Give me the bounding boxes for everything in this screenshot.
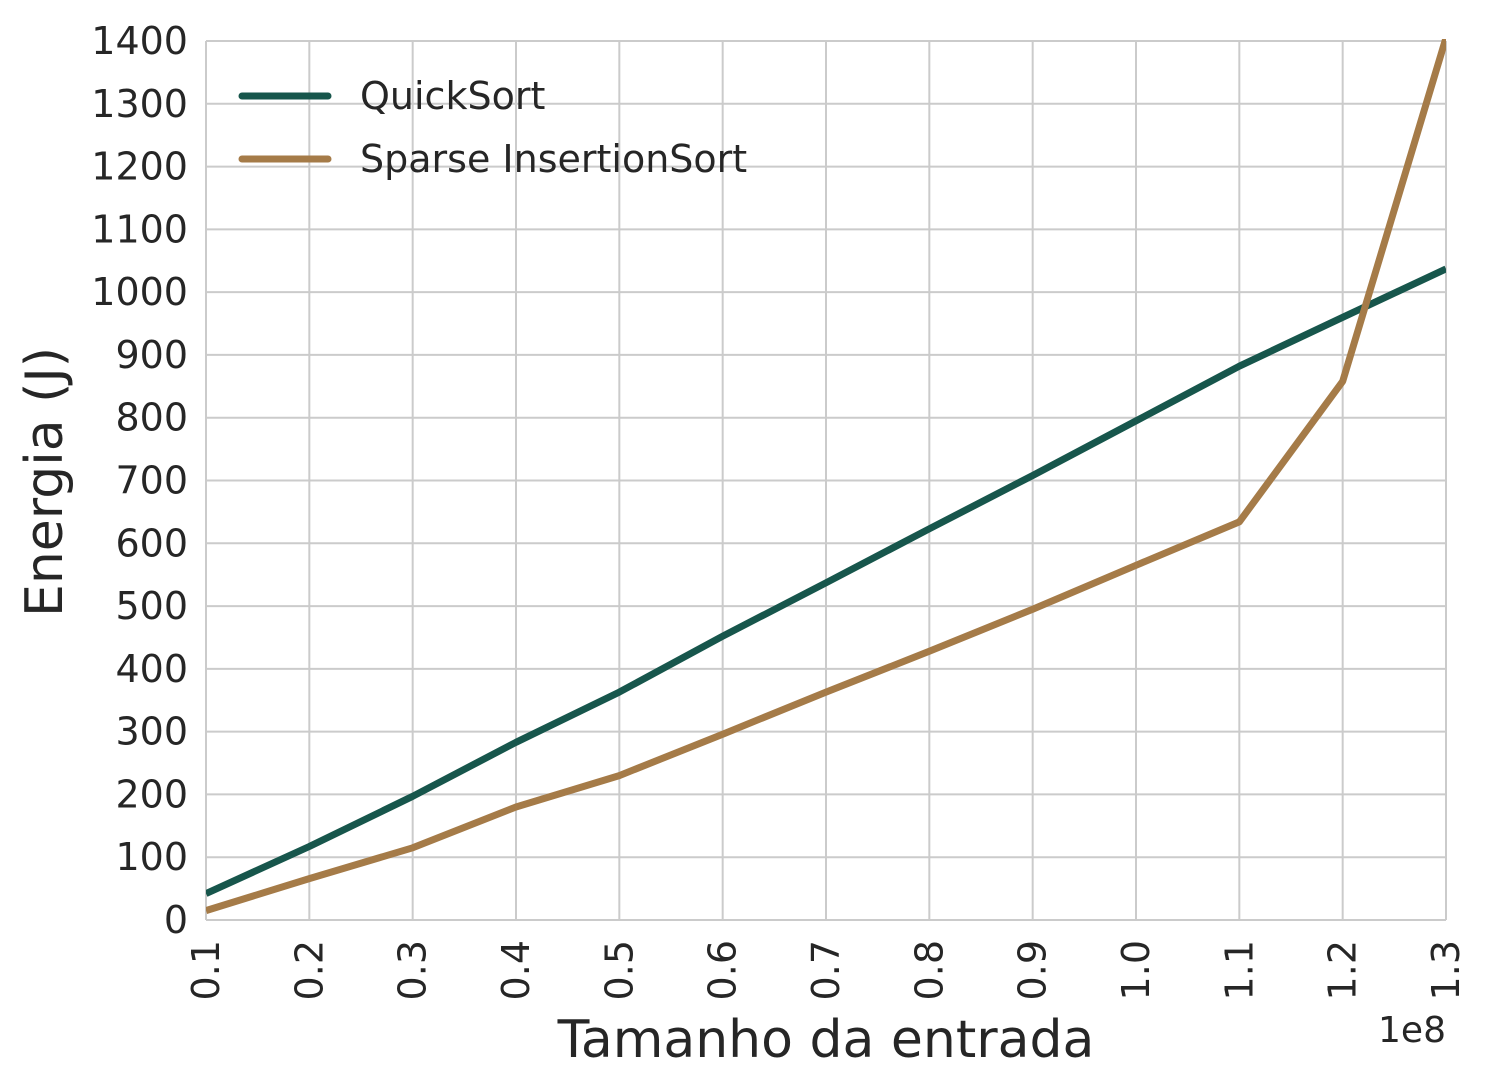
y-tick-label: 300 xyxy=(115,710,188,754)
x-tick-label: 1.1 xyxy=(1217,940,1261,1000)
legend-label: QuickSort xyxy=(360,74,545,118)
y-tick-label: 700 xyxy=(115,459,188,503)
y-axis-ticks: 0 100 200 300 400 500 600 700 800 900 1000 1100 1200… xyxy=(91,19,188,942)
y-tick-label: 0 xyxy=(164,898,188,942)
y-tick-label: 1400 xyxy=(91,19,188,63)
legend: QuickSort Sparse InsertionSort xyxy=(238,74,747,181)
series-line-0 xyxy=(206,265,1446,897)
y-tick-label: 600 xyxy=(115,521,188,565)
y-tick-label: 1000 xyxy=(91,270,188,314)
series-lines xyxy=(206,39,1446,914)
x-tick-label: 0.5 xyxy=(597,940,641,1000)
x-tick-label: 1.2 xyxy=(1321,940,1365,1000)
y-tick-label: 1100 xyxy=(91,207,188,251)
x-tick-label: 1.0 xyxy=(1114,940,1158,1000)
x-tick-label: 0.7 xyxy=(804,940,848,1000)
y-tick-label: 400 xyxy=(115,647,188,691)
x-tick-label: 0.3 xyxy=(391,940,435,1000)
y-tick-label: 900 xyxy=(115,333,188,377)
x-tick-label: 0.8 xyxy=(907,940,951,1000)
x-tick-label: 0.1 xyxy=(184,940,228,1000)
x-tick-label: 1.3 xyxy=(1424,940,1468,1000)
y-tick-label: 200 xyxy=(115,772,188,816)
legend-label: Sparse InsertionSort xyxy=(360,137,747,181)
y-axis-label: Energia (J) xyxy=(15,347,75,617)
x-axis-ticks: 0.1 0.2 0.3 0.4 0.5 0.6 0.7 0.8 0.9 1.0 1.1 1.2 1.3 xyxy=(184,940,1468,1000)
y-tick-label: 1300 xyxy=(91,82,188,126)
x-tick-label: 0.9 xyxy=(1011,940,1055,1000)
y-tick-label: 800 xyxy=(115,396,188,440)
x-axis-label: Tamanho da entrada xyxy=(557,1010,1095,1070)
series-line-1 xyxy=(206,39,1446,914)
grid xyxy=(205,40,1447,921)
x-axis-offset-label: 1e8 xyxy=(1378,1010,1446,1051)
x-tick-label: 0.6 xyxy=(701,940,745,1000)
x-tick-label: 0.2 xyxy=(287,940,331,1000)
y-tick-label: 500 xyxy=(115,584,188,628)
y-tick-label: 100 xyxy=(115,835,188,879)
y-tick-label: 1200 xyxy=(91,145,188,189)
x-tick-label: 0.4 xyxy=(494,940,538,1000)
